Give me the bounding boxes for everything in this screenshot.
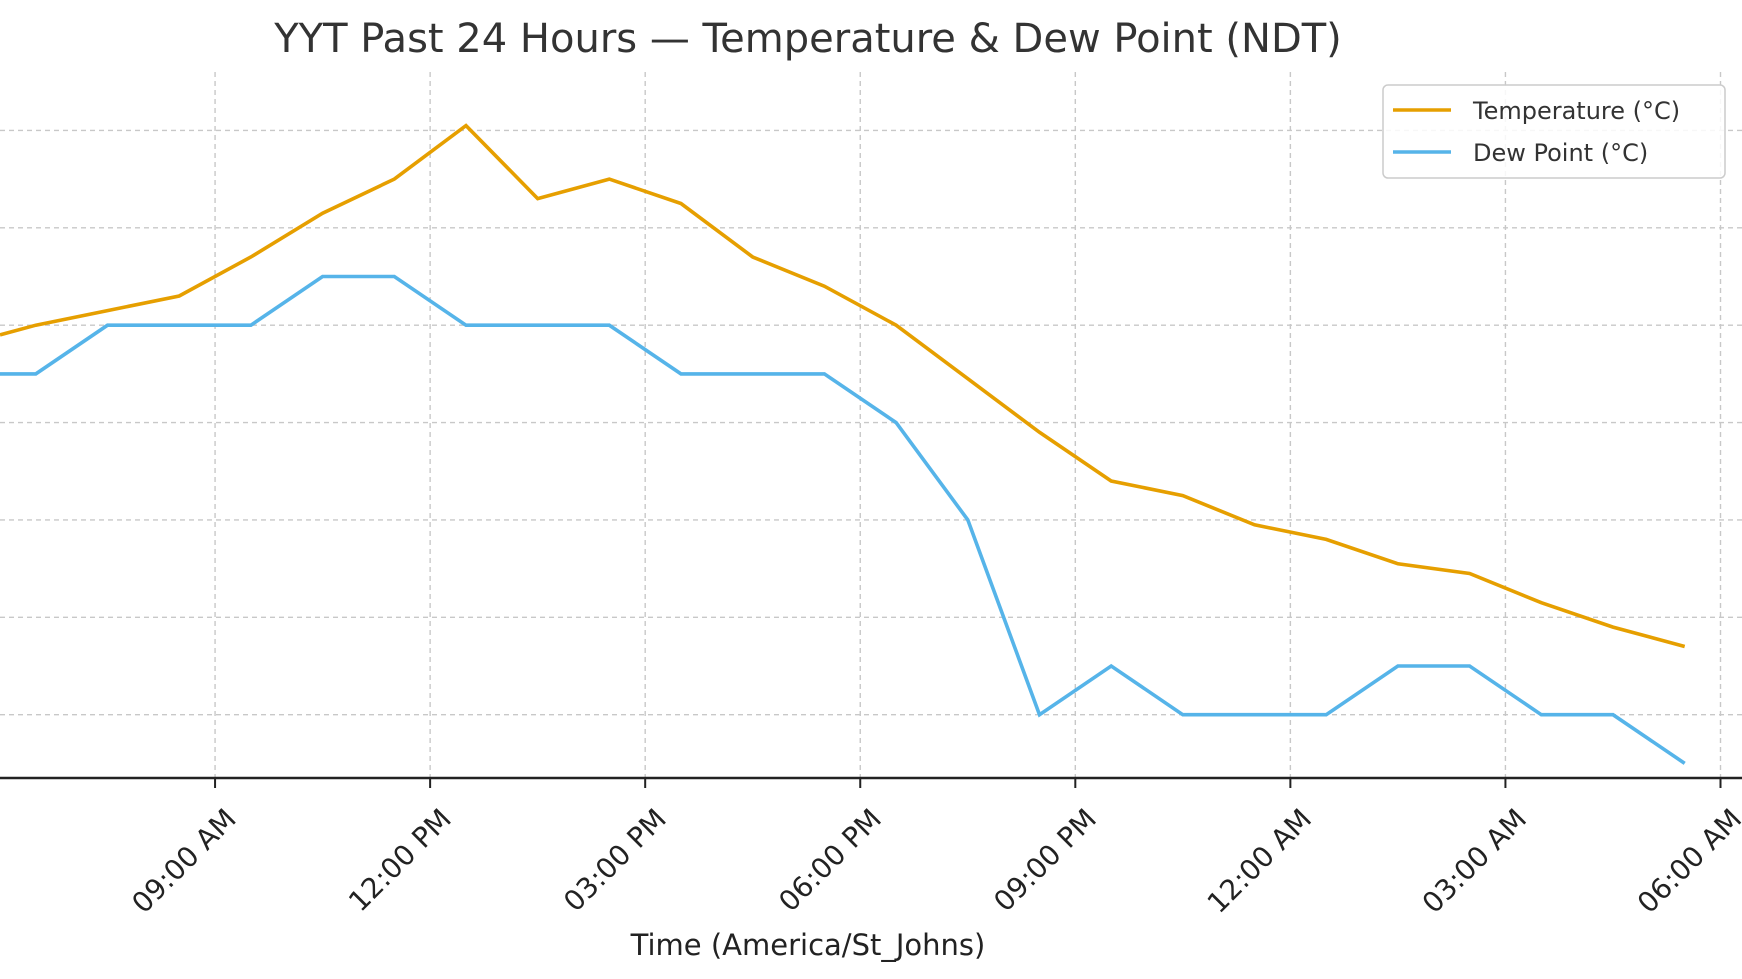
x-tick-label: 06:00 PM: [772, 802, 888, 918]
legend-dew-point-label: Dew Point (°C): [1473, 139, 1648, 167]
x-tick-label: 03:00 PM: [557, 802, 673, 918]
x-tick-label: 09:00 PM: [987, 802, 1103, 918]
dew-point-series-line: [0, 274, 1686, 765]
x-tick-label: 09:00 AM: [125, 802, 242, 919]
legend: Temperature (°C) Dew Point (°C): [1382, 84, 1726, 179]
legend-temperature-label: Temperature (°C): [1472, 97, 1680, 125]
x-tick-label: 12:00 PM: [342, 802, 458, 918]
x-tick-label: 06:00 AM: [1631, 802, 1742, 919]
temperature-series-line: [0, 123, 1686, 649]
x-axis: 09:00 AM 12:00 PM 03:00 PM 06:00 PM 09:00 PM…: [0, 776, 1742, 920]
x-axis-label: Time (America/St_Johns): [630, 928, 986, 962]
x-tick-label: 12:00 AM: [1201, 802, 1318, 919]
chart-title: YYT Past 24 Hours — Temperature & Dew Po…: [273, 16, 1342, 62]
x-tick-label: 03:00 AM: [1416, 802, 1533, 919]
series-lines: [0, 123, 1686, 765]
legend-box: [1382, 84, 1726, 179]
